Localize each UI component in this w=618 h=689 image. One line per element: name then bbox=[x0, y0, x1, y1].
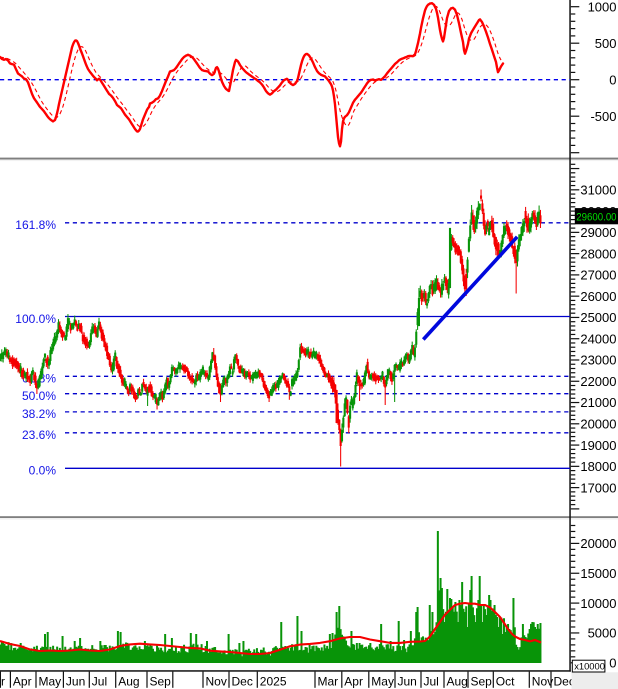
svg-text:18000: 18000 bbox=[580, 459, 616, 474]
svg-text:5000: 5000 bbox=[588, 626, 617, 641]
svg-text:21000: 21000 bbox=[580, 395, 616, 410]
svg-text:0.0%: 0.0% bbox=[29, 464, 57, 478]
svg-text:Apr: Apr bbox=[344, 675, 363, 689]
svg-text:Oct: Oct bbox=[496, 675, 515, 689]
svg-text:2025: 2025 bbox=[260, 675, 287, 689]
svg-text:20000: 20000 bbox=[580, 536, 616, 551]
svg-text:20000: 20000 bbox=[580, 416, 616, 431]
svg-text:25000: 25000 bbox=[580, 310, 616, 325]
svg-text:29000: 29000 bbox=[580, 225, 616, 240]
svg-text:29600.00: 29600.00 bbox=[576, 211, 616, 224]
svg-text:Jun: Jun bbox=[398, 675, 417, 689]
svg-text:Jul: Jul bbox=[424, 675, 439, 689]
svg-text:Nov: Nov bbox=[206, 675, 227, 689]
svg-text:28000: 28000 bbox=[580, 246, 616, 261]
svg-text:Sep: Sep bbox=[150, 675, 172, 689]
svg-text:10000: 10000 bbox=[580, 596, 616, 611]
svg-text:15000: 15000 bbox=[580, 566, 616, 581]
svg-text:22000: 22000 bbox=[580, 374, 616, 389]
svg-text:Dec: Dec bbox=[232, 675, 253, 689]
svg-text:24000: 24000 bbox=[580, 331, 616, 346]
svg-text:26000: 26000 bbox=[580, 289, 616, 304]
svg-text:-500: -500 bbox=[590, 109, 616, 124]
svg-text:May: May bbox=[371, 675, 394, 689]
svg-text:100.0%: 100.0% bbox=[15, 312, 56, 326]
svg-text:Dec: Dec bbox=[554, 675, 575, 689]
svg-text:23.6%: 23.6% bbox=[22, 428, 56, 442]
svg-text:1000: 1000 bbox=[588, 0, 617, 14]
svg-text:27000: 27000 bbox=[580, 268, 616, 283]
svg-text:19000: 19000 bbox=[580, 438, 616, 453]
svg-text:Nov: Nov bbox=[532, 675, 553, 689]
svg-text:Aug: Aug bbox=[447, 675, 468, 689]
svg-text:Sep: Sep bbox=[471, 675, 493, 689]
svg-text:Jul: Jul bbox=[92, 675, 107, 689]
svg-text:161.8%: 161.8% bbox=[15, 218, 56, 232]
svg-text:Aug: Aug bbox=[118, 675, 139, 689]
svg-text:May: May bbox=[39, 675, 62, 689]
svg-text:38.2%: 38.2% bbox=[22, 407, 56, 421]
svg-text:23000: 23000 bbox=[580, 353, 616, 368]
svg-text:0: 0 bbox=[609, 72, 616, 87]
svg-text:500: 500 bbox=[595, 36, 617, 51]
svg-text:50.0%: 50.0% bbox=[22, 389, 56, 403]
svg-text:r: r bbox=[1, 675, 5, 689]
svg-text:Mar: Mar bbox=[318, 675, 339, 689]
svg-text:0: 0 bbox=[609, 655, 616, 670]
svg-text:31000: 31000 bbox=[580, 183, 616, 198]
svg-text:Jun: Jun bbox=[66, 675, 85, 689]
svg-text:x10000: x10000 bbox=[574, 661, 605, 672]
svg-text:Apr: Apr bbox=[13, 675, 32, 689]
svg-text:17000: 17000 bbox=[580, 480, 616, 495]
